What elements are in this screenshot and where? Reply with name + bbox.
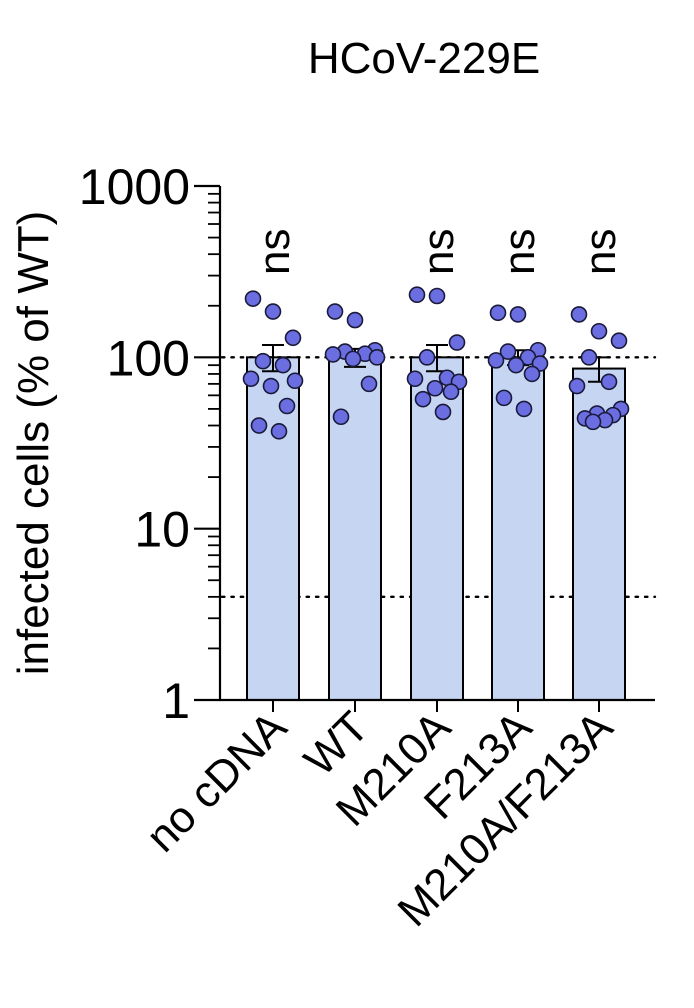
data-point-3-10 bbox=[515, 400, 533, 418]
significance-label-2: ns bbox=[414, 229, 463, 275]
data-point-4-4 bbox=[600, 373, 618, 391]
data-point-2-7 bbox=[426, 379, 444, 397]
data-point-4-0 bbox=[570, 306, 588, 323]
data-point-4-5 bbox=[568, 377, 586, 395]
data-point-3-7 bbox=[507, 356, 525, 374]
data-point-1-0 bbox=[326, 303, 344, 320]
data-point-0-2 bbox=[284, 329, 302, 347]
data-point-3-5 bbox=[487, 352, 505, 369]
data-point-2-9 bbox=[414, 390, 432, 408]
y-tick-label-1: 10 bbox=[134, 502, 190, 558]
data-point-0-9 bbox=[250, 417, 268, 434]
data-point-0-0 bbox=[244, 290, 262, 307]
significance-label-3: ns bbox=[495, 229, 544, 275]
data-point-0-1 bbox=[264, 303, 282, 320]
data-point-0-8 bbox=[278, 397, 296, 415]
data-point-0-4 bbox=[274, 356, 292, 374]
y-axis-label: infected cells (% of WT) bbox=[9, 211, 58, 676]
data-point-3-0 bbox=[489, 304, 507, 322]
y-tick-label-3: 1000 bbox=[79, 159, 190, 215]
data-point-3-9 bbox=[495, 389, 513, 407]
data-point-3-1 bbox=[509, 306, 527, 323]
data-point-2-3 bbox=[418, 349, 436, 366]
data-point-4-11 bbox=[584, 413, 602, 431]
data-point-3-3 bbox=[499, 343, 517, 360]
bar-1 bbox=[328, 356, 382, 701]
data-point-3-8 bbox=[523, 365, 541, 383]
data-point-1-7 bbox=[344, 350, 362, 368]
data-point-1-8 bbox=[360, 375, 378, 393]
data-point-0-6 bbox=[286, 372, 304, 390]
y-tick-label-0: 1 bbox=[162, 673, 190, 729]
data-point-1-9 bbox=[332, 408, 350, 426]
data-point-1-5 bbox=[324, 346, 342, 363]
data-point-0-7 bbox=[262, 377, 280, 395]
significance-label-0: ns bbox=[250, 229, 299, 275]
data-point-4-3 bbox=[580, 349, 598, 366]
data-point-1-1 bbox=[346, 311, 364, 329]
data-point-0-3 bbox=[254, 352, 272, 370]
data-point-4-2 bbox=[610, 332, 628, 350]
chart-title: HCoV-229E bbox=[308, 34, 540, 83]
y-tick-label-2: 100 bbox=[107, 330, 190, 386]
data-point-2-1 bbox=[428, 287, 446, 305]
plot-area: no cDNAnsWTM210AnsF213AnsM210A/F213Ans11… bbox=[79, 159, 657, 936]
data-point-2-0 bbox=[408, 286, 426, 304]
data-point-0-10 bbox=[270, 423, 288, 440]
data-point-2-5 bbox=[406, 370, 424, 388]
data-point-2-10 bbox=[434, 403, 452, 421]
data-point-4-1 bbox=[590, 322, 608, 340]
data-point-1-6 bbox=[368, 349, 386, 366]
data-point-2-8 bbox=[442, 383, 460, 401]
significance-label-4: ns bbox=[576, 229, 625, 275]
data-point-0-5 bbox=[242, 370, 260, 388]
data-point-2-2 bbox=[448, 334, 466, 351]
x-tick-label-0: no cDNA bbox=[137, 702, 297, 862]
